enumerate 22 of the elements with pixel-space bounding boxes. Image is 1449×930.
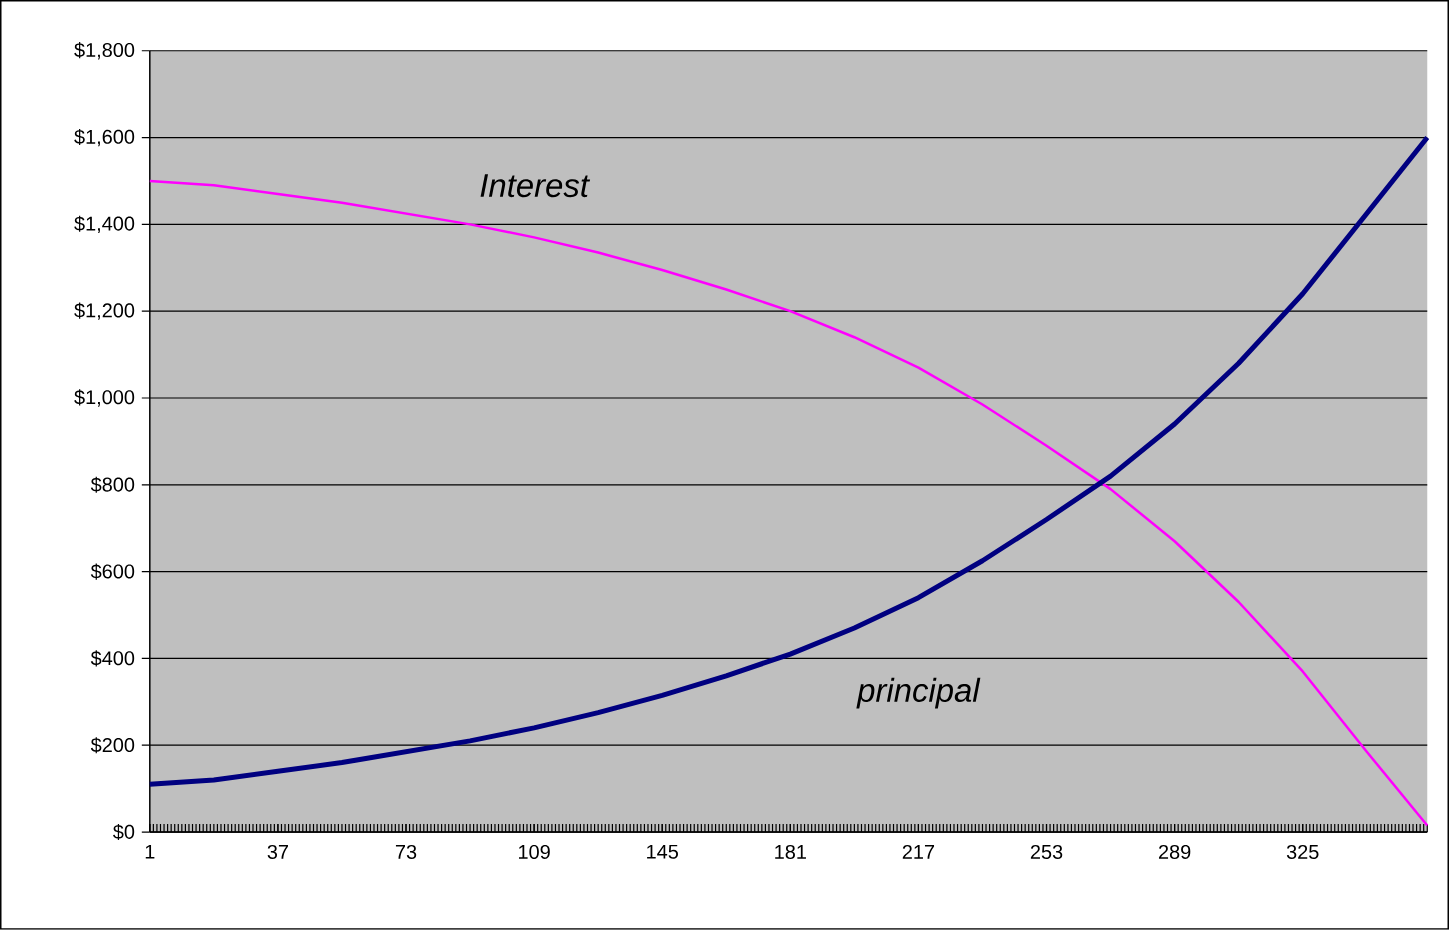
y-tick-label: $1,200 xyxy=(74,302,135,320)
x-tick-label: 253 xyxy=(1030,844,1063,860)
x-tick-label: 145 xyxy=(647,844,678,859)
x-tick-label: 325 xyxy=(1286,844,1319,860)
x-tick-label: 181 xyxy=(775,844,806,860)
x-tick-label: 217 xyxy=(902,844,935,859)
y-tick-label: $200 xyxy=(90,737,135,754)
y-tick-label: $400 xyxy=(90,650,135,667)
x-tick-label: 37 xyxy=(267,844,288,860)
series-label: principal xyxy=(856,677,981,709)
y-tick-label: $1,000 xyxy=(74,389,135,407)
x-tick-label: 1 xyxy=(145,844,155,859)
y-tick-label: $1,600 xyxy=(74,129,135,147)
y-tick-label: $1,400 xyxy=(74,215,135,234)
x-tick-label: 289 xyxy=(1158,844,1191,860)
y-tick-label: $1,800 xyxy=(74,42,135,60)
series-label: Interest xyxy=(480,174,591,198)
x-tick-label: 73 xyxy=(395,844,417,860)
y-tick-label: $800 xyxy=(90,476,135,493)
x-tick-label: 109 xyxy=(519,844,550,860)
y-tick-label: $600 xyxy=(90,563,135,580)
y-tick-label: $0 xyxy=(113,824,135,841)
